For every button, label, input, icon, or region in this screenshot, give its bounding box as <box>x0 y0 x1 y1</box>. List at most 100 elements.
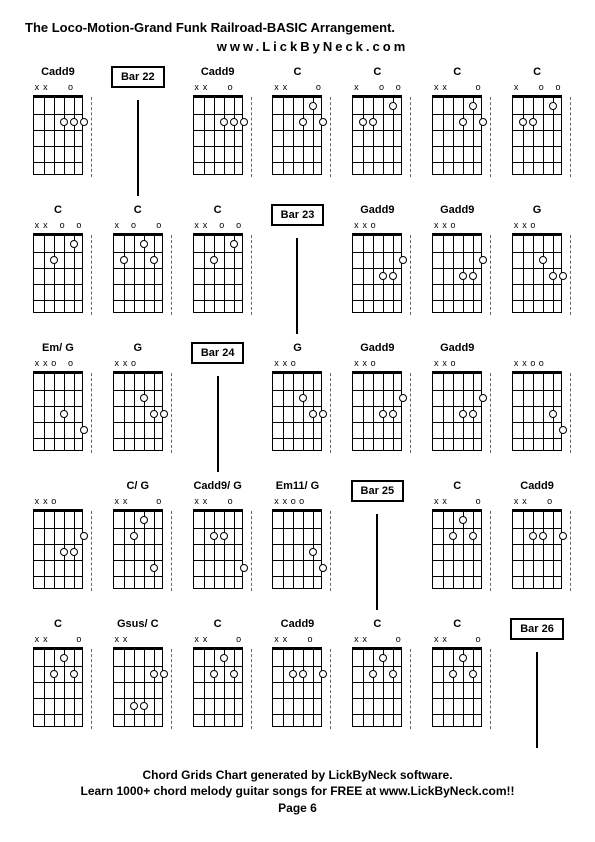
empty-marker <box>75 497 83 507</box>
empty-marker <box>466 497 474 507</box>
empty-marker <box>457 497 465 507</box>
chord-name-label: Gadd9 <box>360 342 394 356</box>
mute-marker: x <box>361 359 369 369</box>
empty-marker <box>457 635 465 645</box>
empty-marker <box>138 359 146 369</box>
mute-marker: x <box>441 359 449 369</box>
mute-marker: x <box>41 497 49 507</box>
open-marker: o <box>449 359 457 369</box>
fretboard <box>193 509 243 589</box>
chord-diagram: xxoo <box>269 497 325 597</box>
chord-diagram: xxo <box>110 359 166 459</box>
nut-markers: xxo <box>272 635 322 645</box>
chord-diagram: xx <box>110 635 166 735</box>
beat-divider <box>490 511 491 591</box>
finger-dot <box>319 670 327 678</box>
open-marker: o <box>226 83 234 93</box>
open-marker: o <box>474 83 482 93</box>
open-marker: o <box>474 497 482 507</box>
mute-marker: x <box>193 83 201 93</box>
empty-marker <box>394 359 402 369</box>
fretboard <box>193 233 243 313</box>
finger-dot <box>60 654 68 662</box>
chord-cell: Cadd9xxo <box>265 618 331 748</box>
empty-marker <box>66 497 74 507</box>
beat-divider <box>171 511 172 591</box>
mute-marker: x <box>193 635 201 645</box>
open-marker: o <box>155 497 163 507</box>
finger-dot <box>529 118 537 126</box>
finger-dot <box>70 240 78 248</box>
bar-divider-line <box>217 376 219 472</box>
chord-cell: Gsus/ Cxx <box>105 618 171 748</box>
finger-dot <box>469 102 477 110</box>
chord-cell: Gadd9xxo <box>424 342 490 472</box>
chord-diagram: xoo <box>349 83 405 183</box>
bar-label: Bar 26 <box>510 618 564 640</box>
chord-diagram: xxoo <box>30 359 86 459</box>
chord-diagram: xxo <box>429 359 485 459</box>
nut-markers: xxo <box>432 83 482 93</box>
bar-label: Bar 25 <box>351 480 405 502</box>
chord-name-label: Em11/ G <box>276 480 319 494</box>
open-marker: o <box>394 635 402 645</box>
nut-markers: xxo <box>113 497 163 507</box>
open-marker: o <box>130 221 138 231</box>
empty-marker <box>449 635 457 645</box>
mute-marker: x <box>361 221 369 231</box>
chord-diagram: xxo <box>30 83 86 183</box>
fretboard <box>33 371 83 451</box>
beat-divider <box>251 97 252 177</box>
beat-divider <box>410 373 411 453</box>
chord-diagram: xxo <box>509 221 565 321</box>
mute-marker: x <box>41 221 49 231</box>
nut-markers: xxo <box>512 221 562 231</box>
chord-cell: Cxxo <box>424 480 490 610</box>
chord-cell: xxo <box>25 480 91 610</box>
chord-name-label: Cadd9 <box>41 66 75 80</box>
chord-diagram: xxo <box>349 221 405 321</box>
finger-dot <box>389 102 397 110</box>
fretboard <box>33 647 83 727</box>
nut-markers: xoo <box>352 83 402 93</box>
beat-divider <box>410 649 411 729</box>
chord-name-label: C <box>54 204 62 218</box>
empty-marker <box>298 635 306 645</box>
fretboard <box>512 371 562 451</box>
bar-divider-line <box>536 652 538 748</box>
finger-dot <box>479 256 487 264</box>
empty-marker <box>218 83 226 93</box>
open-marker: o <box>66 359 74 369</box>
chord-name-label: C <box>453 480 461 494</box>
finger-dot <box>299 118 307 126</box>
beat-divider <box>91 373 92 453</box>
fretboard <box>193 647 243 727</box>
mute-marker: x <box>520 359 528 369</box>
bar-marker: Bar 23 <box>265 204 331 334</box>
open-marker: o <box>58 221 66 231</box>
bar-label: Bar 23 <box>271 204 325 226</box>
beat-divider <box>570 235 571 315</box>
nut-markers: xxo <box>193 497 243 507</box>
nut-markers: xxoo <box>272 497 322 507</box>
chord-cell: Cxxo <box>424 618 490 748</box>
empty-marker <box>386 221 394 231</box>
beat-divider <box>490 235 491 315</box>
finger-dot <box>459 516 467 524</box>
chord-diagram: xxoo <box>190 221 246 321</box>
mute-marker: x <box>512 221 520 231</box>
finger-dot <box>80 426 88 434</box>
beat-divider <box>410 97 411 177</box>
mute-marker: x <box>441 221 449 231</box>
chord-cell: C/ Gxxo <box>105 480 171 610</box>
empty-marker <box>138 635 146 645</box>
chord-diagram: xxo <box>110 497 166 597</box>
finger-dot <box>379 272 387 280</box>
chord-name-label: C <box>453 618 461 632</box>
chord-name-label: G <box>293 342 302 356</box>
finger-dot <box>459 410 467 418</box>
empty-marker <box>314 635 322 645</box>
open-marker: o <box>314 83 322 93</box>
finger-dot <box>459 272 467 280</box>
fretboard <box>512 233 562 313</box>
